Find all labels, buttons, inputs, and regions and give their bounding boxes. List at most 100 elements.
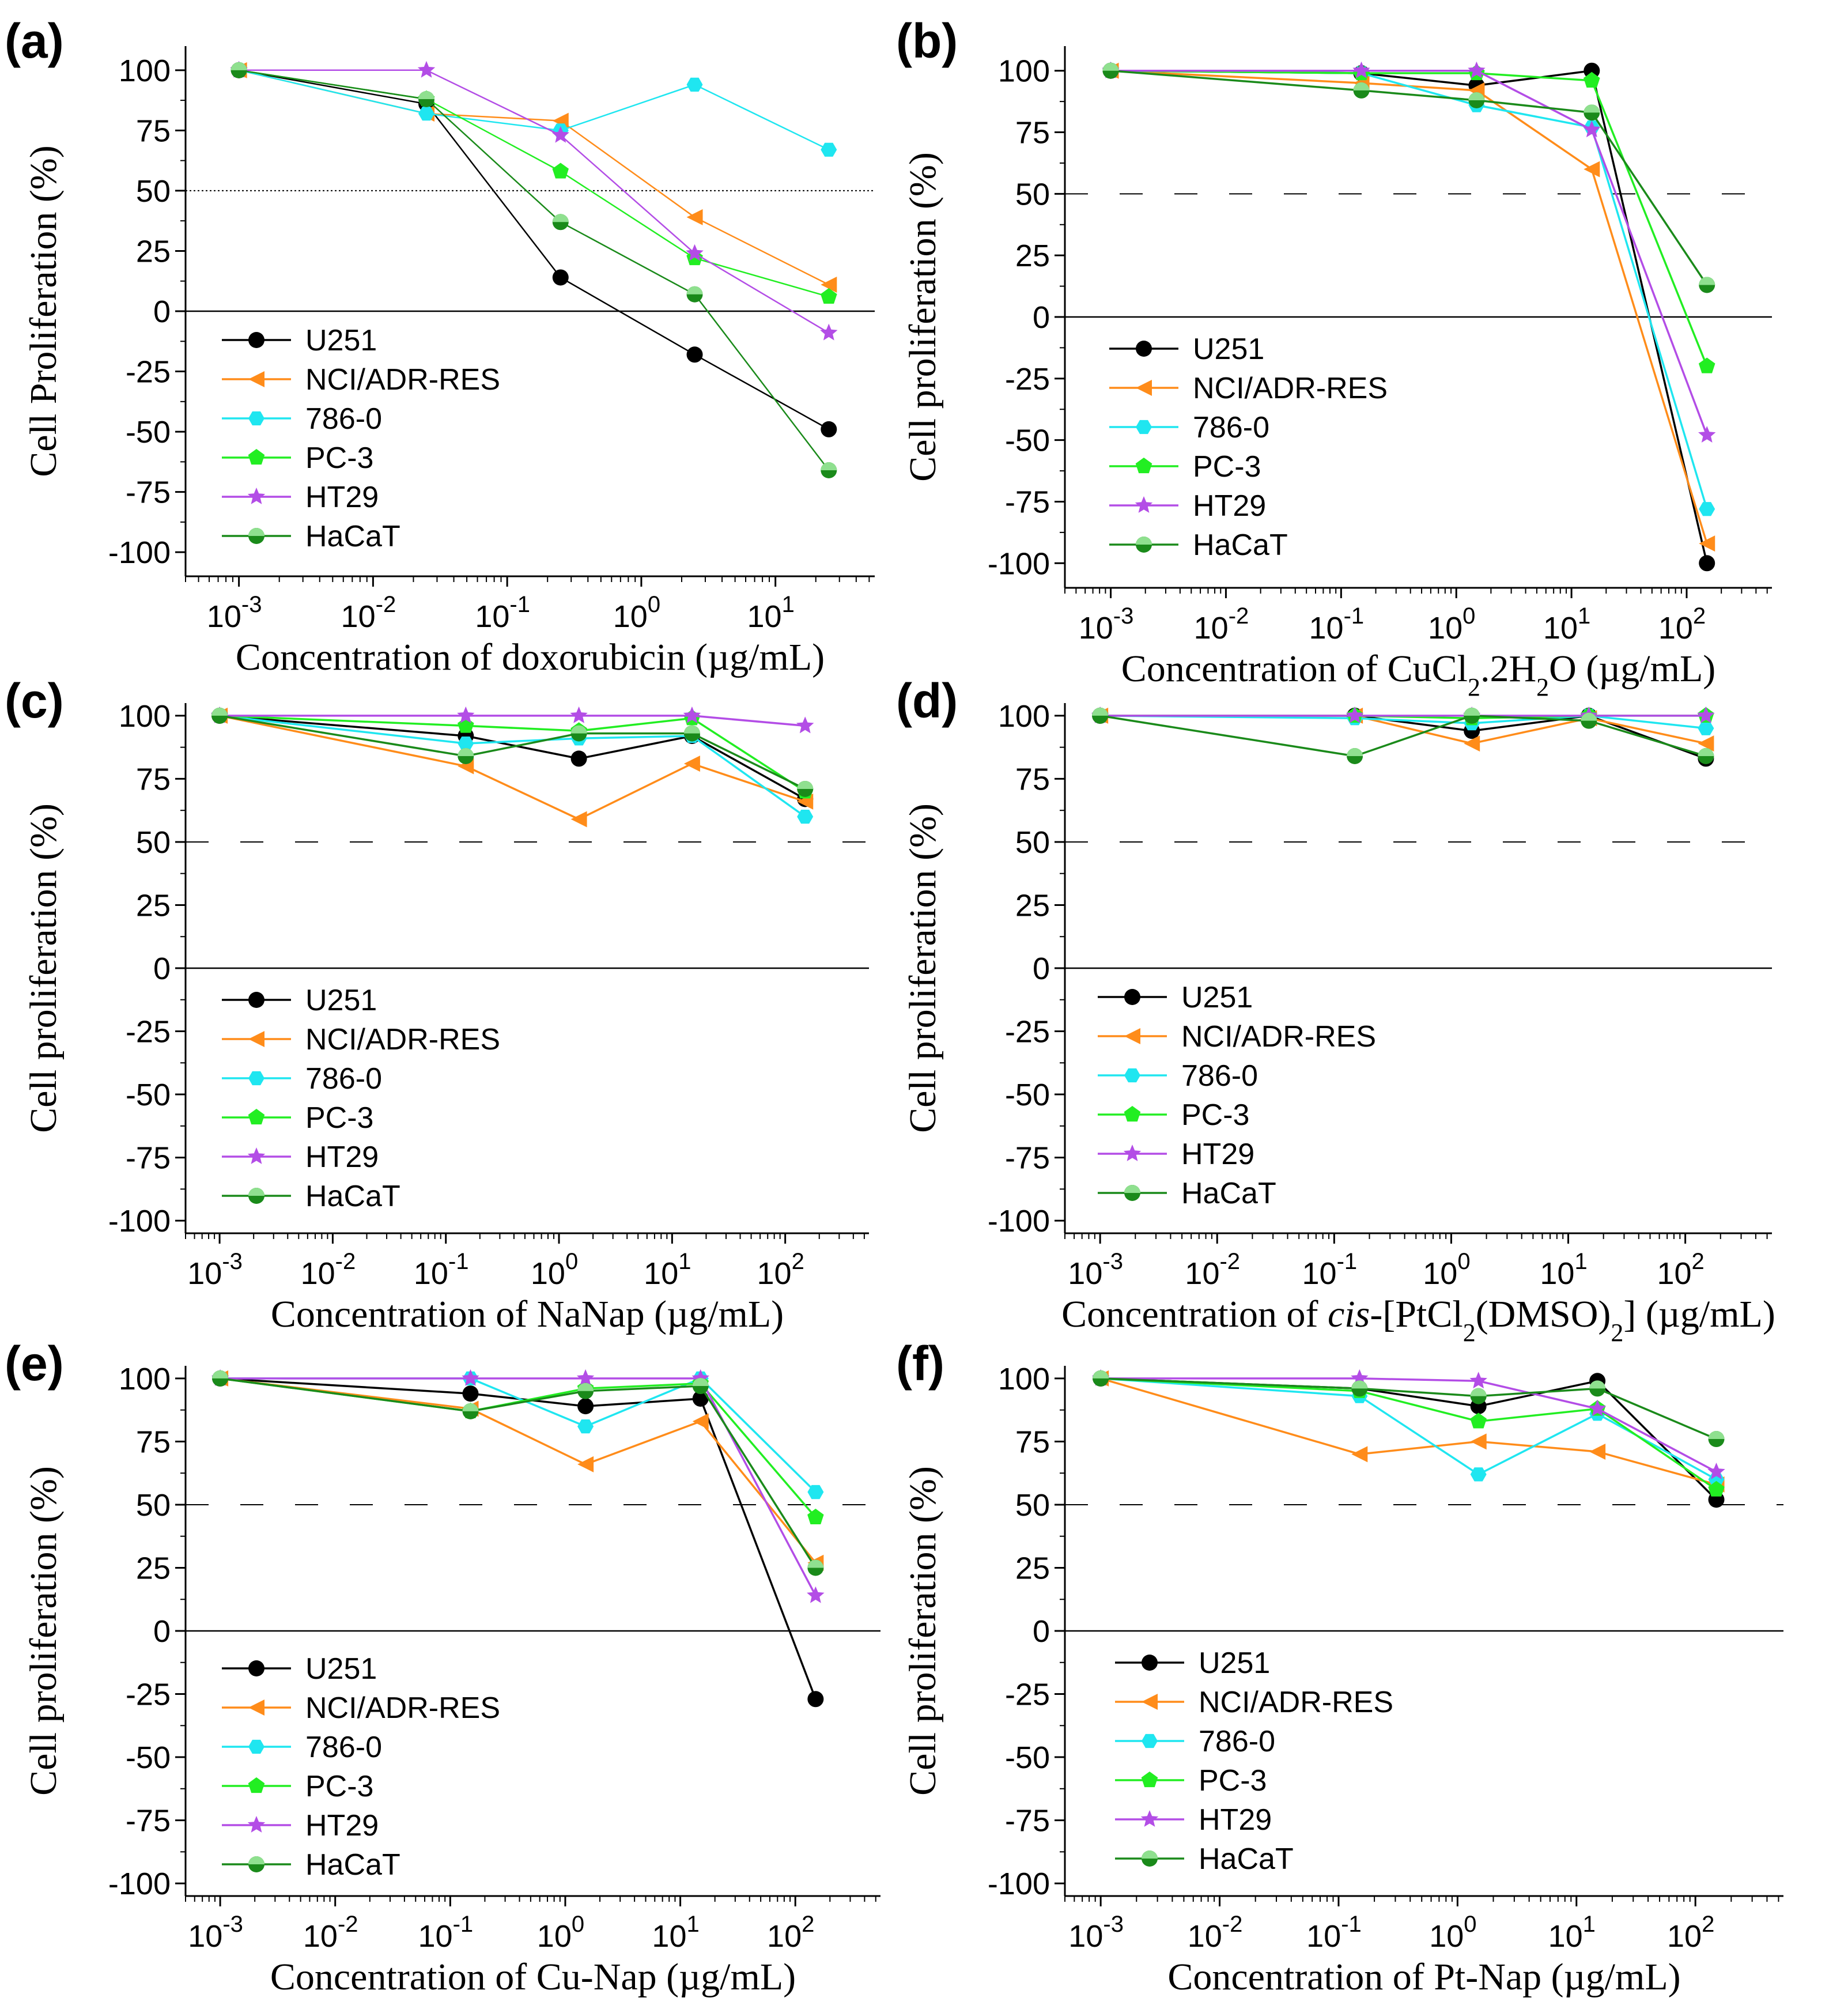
y-axis-label: Cell proliferation (%): [902, 152, 944, 482]
y-tick-label: 100: [998, 54, 1050, 89]
data-point: [1699, 555, 1715, 572]
data-point: [570, 706, 588, 723]
legend-marker: [248, 528, 264, 544]
x-tick-label: 10-3: [1068, 1912, 1124, 1954]
data-point: [570, 811, 587, 828]
y-tick-label: 25: [136, 234, 171, 269]
data-point: [796, 716, 814, 734]
legend-label: PC-3: [1193, 450, 1261, 484]
panel-label: (e): [5, 1336, 64, 1391]
legend-label: NCI/ADR-RES: [1181, 1020, 1376, 1053]
y-tick-label: 50: [136, 1488, 171, 1523]
x-tick-label: 10-3: [188, 1912, 243, 1954]
x-tick-label: 101: [644, 1249, 691, 1291]
data-point: [1589, 1380, 1606, 1397]
data-point: [577, 1419, 594, 1434]
data-point: [807, 1485, 824, 1500]
legend-label: HaCaT: [305, 520, 400, 553]
y-tick-label: 100: [119, 1362, 171, 1396]
x-tick-label: 101: [747, 592, 795, 634]
x-axis-label: Concentration of doxorubicin (µg/mL): [236, 636, 825, 678]
data-point: [570, 725, 587, 742]
data-point: [1352, 61, 1370, 78]
legend-marker: [1136, 341, 1152, 357]
data-point: [686, 286, 703, 303]
y-tick-label: -50: [1005, 1740, 1050, 1775]
series-line-u251: [1101, 1377, 1717, 1501]
data-point: [686, 77, 703, 92]
legend-label: HaCaT: [1181, 1177, 1276, 1210]
legend-marker: [248, 1188, 264, 1204]
legend-marker: [1141, 1772, 1158, 1788]
x-tick-label: 10-1: [475, 592, 530, 634]
data-point: [1351, 1380, 1368, 1397]
data-point: [570, 750, 587, 767]
series-line-nci-adr-res: [239, 69, 829, 286]
series-line-pc-3: [239, 69, 829, 298]
data-point: [1584, 62, 1600, 79]
legend-label: U251: [1181, 981, 1253, 1014]
legend-label: HT29: [305, 1809, 379, 1842]
data-point: [820, 323, 838, 341]
data-point: [1353, 82, 1370, 99]
panel-e: (e) 100 75 50 25 0 -25 -50 -75 -100 10-3 10-2 10-1 10…: [5, 1336, 880, 1998]
data-point: [1093, 1370, 1109, 1387]
data-point: [1102, 62, 1119, 79]
y-tick-label: 50: [1015, 825, 1050, 860]
y-tick-label: 100: [998, 699, 1050, 734]
y-tick-label: -75: [1005, 1804, 1050, 1838]
panel-c: (c) 100 75 50 25 0 -25 -50 -75 -100 10-3 10-2 10-1 10…: [5, 674, 869, 1335]
legend-marker: [1124, 1106, 1141, 1122]
y-tick-label: 0: [1033, 300, 1050, 335]
x-tick-label: 100: [1428, 603, 1475, 645]
legend-marker: [1124, 1028, 1140, 1044]
legend-marker: [248, 371, 264, 387]
data-point: [1584, 71, 1600, 88]
legend-marker: [1136, 537, 1152, 553]
y-tick-label: 50: [1015, 177, 1050, 212]
data-point: [211, 707, 228, 724]
data-point: [552, 163, 569, 179]
data-point: [577, 1398, 594, 1415]
legend-marker: [248, 1071, 264, 1086]
y-tick-label: 75: [1015, 116, 1050, 150]
x-axis-label: Concentration of CuCl2.2H2O (µg/mL): [1121, 648, 1716, 701]
series-line-786-0: [239, 69, 829, 150]
legend-marker: [1135, 496, 1153, 513]
legend-marker: [248, 1777, 265, 1793]
y-tick-label: 0: [153, 1614, 171, 1649]
legend-marker: [248, 1031, 264, 1047]
x-tick-label: 100: [531, 1249, 578, 1291]
y-tick-label: -50: [126, 415, 171, 450]
legend-label: HT29: [1181, 1138, 1254, 1171]
series-line-nci-adr-res: [219, 715, 806, 821]
x-tick-label: 10-1: [1302, 1249, 1358, 1291]
legend-label: NCI/ADR-RES: [305, 363, 500, 396]
x-tick-label: 10-2: [1194, 603, 1249, 645]
data-point: [1708, 1431, 1725, 1448]
legend-label: 786-0: [305, 1062, 382, 1096]
data-point: [1469, 1372, 1487, 1389]
legend-marker: [248, 1856, 264, 1872]
y-tick-label: 100: [119, 54, 171, 88]
legend-marker: [1140, 1810, 1159, 1827]
legend-marker: [247, 1816, 266, 1833]
y-tick-label: -75: [126, 1141, 171, 1176]
y-tick-label: -75: [126, 475, 171, 510]
x-tick-label: 101: [1548, 1912, 1596, 1954]
y-tick-label: -25: [1005, 1015, 1050, 1049]
data-point: [821, 142, 837, 157]
data-point: [686, 346, 703, 363]
y-axis-label: Cell proliferation (%): [902, 803, 944, 1133]
y-tick-label: 0: [1033, 1614, 1050, 1649]
legend-marker: [1136, 420, 1152, 435]
x-tick-label: 10-3: [1079, 603, 1134, 645]
legend-label: HaCaT: [1199, 1842, 1294, 1876]
x-tick-label: 101: [1540, 1249, 1587, 1291]
panel-b: (b) 100 75 50 25 0 -25 -50 -75 -100 10-3 10-2 10-1 10…: [896, 14, 1772, 701]
data-point: [807, 1691, 824, 1708]
data-point: [458, 748, 474, 764]
series-line-786-0: [220, 1377, 817, 1493]
series-line-ht29: [220, 715, 806, 727]
panel-f: (f) 100 75 50 25 0 -25 -50 -75 -100 10-3 10-2 10-1 10…: [896, 1336, 1783, 1998]
